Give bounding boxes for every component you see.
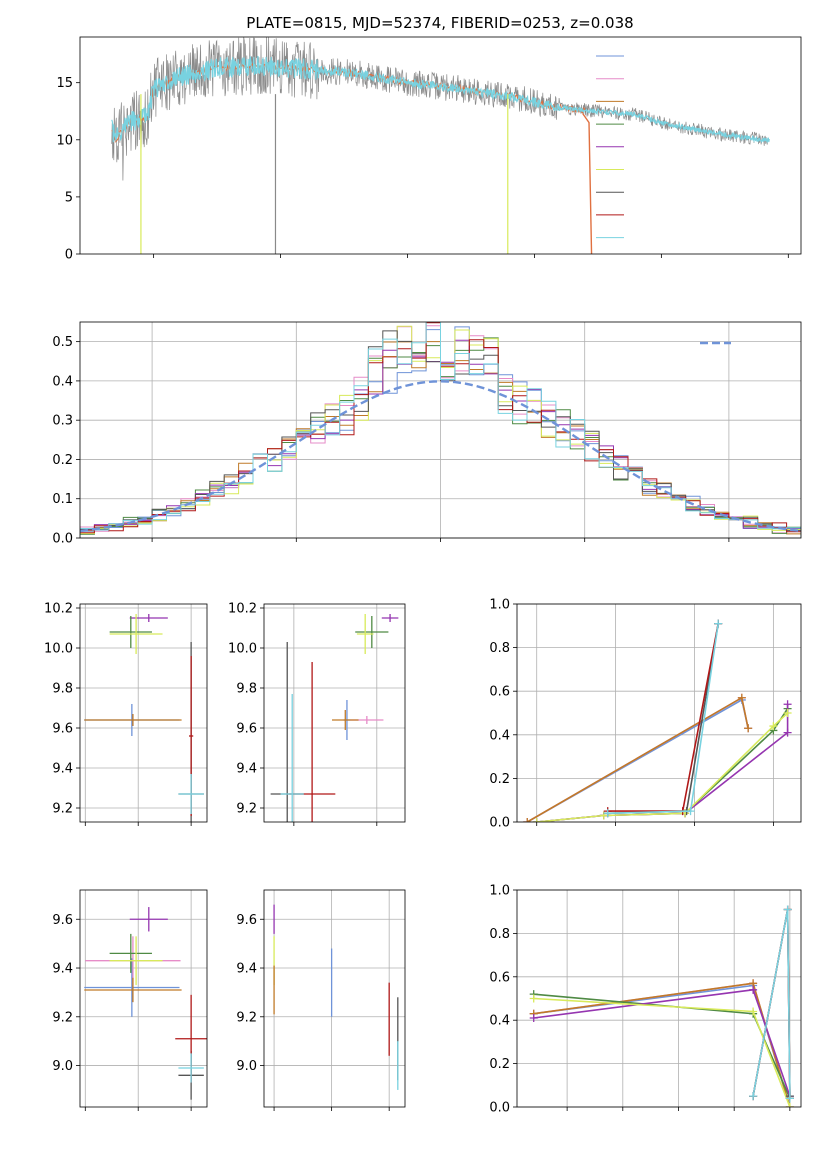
series-marker-kroupa-stelib [714,619,723,628]
y-tick-label: 0.0 [52,532,73,547]
gaussian-reference-curve [80,380,801,533]
y-tick-label: 0.4 [489,1014,510,1029]
y-tick-label: 0.8 [489,927,510,942]
plot-area [84,907,207,1100]
y-tick-label: 0.6 [489,685,510,700]
y-tick-label: 10.2 [228,602,257,617]
y-tick-label: 9.4 [236,762,257,777]
y-tick-label: 1.0 [489,598,510,613]
series-line-kroupa-elodie [536,712,789,822]
y-tick-label: 9.2 [236,1010,257,1025]
y-tick-label: 9.0 [236,1059,257,1074]
series-marker-kroupa-elodie [532,818,541,822]
y-tick-label: 0.4 [489,728,510,743]
plot-area [529,905,794,1107]
series-marker-kroupa-elodie [769,722,778,731]
series-marker-kroupa-stelib [785,1094,794,1103]
y-tick-label: 9.6 [236,913,257,928]
y-tick-label: 9.6 [52,913,73,928]
residuals-histogram-panel: 0.0 0.1 0.2 0.3 0.4 0.5 [52,321,802,547]
series-marker-kroupa-elodie [783,709,792,717]
y-tick-label: 10 [56,133,73,148]
age-vs-mass-panel: 9.2 9.4 9.6 9.8 10.0 10.2 [228,602,406,826]
spectrum-data-line [111,37,770,181]
y-tick-label: 0.4 [52,374,73,389]
plot-area [111,37,770,254]
histogram-step-kroupa-stelib [80,322,801,538]
age-vs-metallicity-panel: 9.2 9.4 9.6 9.8 10.0 10.2 [44,602,208,826]
series-marker-salpeter-elodie [783,700,792,709]
series-marker-kroupa-miles [523,818,532,822]
axes-frame [516,603,802,823]
series-line-salpeter-elodie [536,704,789,822]
series-marker-salpeter-elodie [783,728,792,737]
series-marker-kroupa-stelib [686,807,695,816]
axes-frame [79,321,802,539]
series-marker-kroupa-stelib [783,905,792,914]
mass-vs-metallicity-panel: 9.0 9.2 9.4 9.6 [52,889,208,1111]
y-tick-label: 9.4 [52,762,73,777]
spectrum-model-cutoff [582,113,593,254]
axes-frame [79,36,802,255]
spectrum-panel: 0 5 10 15 [56,36,802,263]
series-marker-salpeter-elodie [749,985,758,994]
series-line-chabrier-elodie [536,708,789,822]
plot-area [84,614,204,822]
y-tick-label: 0.6 [489,970,510,985]
y-tick-label: 15 [56,76,73,91]
series-line-kroupa-elodie [533,997,791,1107]
y-tick-label: 9.4 [52,962,73,977]
mass-vs-ebv-panel: 9.0 9.2 9.4 9.6 [236,889,406,1111]
series-marker-salpeter-elodie [529,1014,538,1023]
plot-area [273,904,399,1090]
y-tick-label: 9.2 [236,802,257,817]
series-marker-kroupa-stelib [603,809,612,818]
series-marker-kroupa-elodie [529,994,538,1003]
mass-weight-vs-metallicity-panel: 0.0 0.2 0.4 0.6 0.8 1.0 [489,884,802,1116]
y-tick-label: 0 [65,248,73,263]
plot-area [80,322,801,538]
mass-weight-vs-age-panel: 0.0 0.2 0.4 0.6 0.8 1.0 [489,598,802,831]
axes-frame [263,889,406,1108]
series-marker-kroupa-miles [744,724,753,733]
y-tick-label: 9.2 [52,1010,73,1025]
plot-area [523,619,792,822]
y-tick-label: 9.0 [52,1059,73,1074]
y-tick-label: 0.2 [489,772,510,787]
series-marker-kroupa-stelib [749,1092,758,1101]
y-tick-label: 0.8 [489,641,510,656]
spectrum-model-line-cyan [111,55,770,144]
series-marker-kroupa-elodie [749,1007,758,1016]
y-tick-label: 9.2 [52,802,73,817]
y-tick-label: 0.0 [489,816,510,831]
series-marker-kroupa-elodie [785,1103,794,1107]
y-tick-label: 9.6 [52,722,73,737]
y-tick-label: 0.0 [489,1101,510,1116]
series-marker-kroupa-miles [737,693,746,702]
y-tick-label: 0.1 [52,492,73,507]
plot-area [270,614,399,822]
y-tick-label: 9.6 [236,722,257,737]
series-line-chabrier-miles [533,984,791,1107]
y-tick-label: 10.0 [228,642,257,657]
y-tick-label: 0.2 [489,1057,510,1072]
axes-frame [79,889,208,1108]
y-tick-label: 10.0 [44,642,73,657]
y-tick-label: 9.8 [52,682,73,697]
axes-frame [79,603,208,823]
y-tick-label: 0.2 [52,453,73,468]
axes-frame [516,889,802,1108]
y-tick-label: 0.5 [52,335,73,350]
y-tick-label: 0.3 [52,414,73,429]
y-tick-label: 1.0 [489,884,510,899]
y-tick-label: 9.4 [236,962,257,977]
series-line-chabrier-elodie [533,993,791,1099]
series-line-chabrier-stelib [607,623,719,815]
y-tick-label: 9.8 [236,682,257,697]
y-tick-label: 10.2 [44,602,73,617]
axes-frame [263,603,406,823]
figure-title: PLATE=0815, MJD=52374, FIBERID=0253, z=0… [246,14,633,32]
y-tick-label: 5 [65,190,73,205]
